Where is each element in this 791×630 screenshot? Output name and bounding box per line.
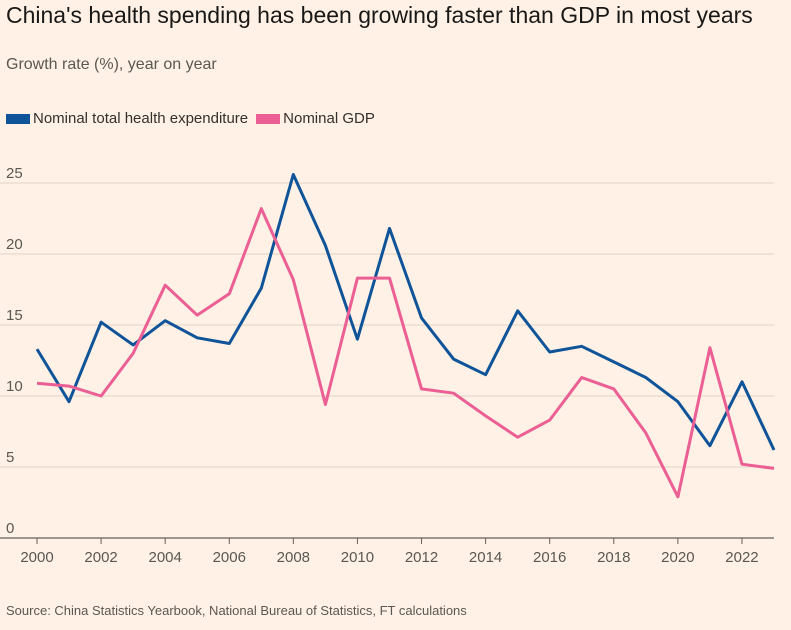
y-tick-label: 5 bbox=[6, 449, 14, 466]
x-tick-label: 2018 bbox=[597, 549, 630, 566]
x-tick-label: 2022 bbox=[725, 549, 758, 566]
y-tick-label: 10 bbox=[6, 378, 23, 395]
y-tick-label: 25 bbox=[6, 165, 23, 182]
source-note: Source: China Statistics Yearbook, Natio… bbox=[6, 603, 467, 618]
legend-label-health: Nominal total health expenditure bbox=[33, 110, 249, 127]
chart-legend: Nominal total health expenditure Nominal… bbox=[6, 110, 383, 127]
x-tick-label: 2006 bbox=[213, 549, 246, 566]
legend-item-health: Nominal total health expenditure bbox=[6, 110, 248, 127]
x-tick-label: 2008 bbox=[277, 549, 310, 566]
legend-swatch-gdp bbox=[256, 113, 281, 124]
y-tick-label: 20 bbox=[6, 236, 23, 253]
line-chart: 0 5 10 15 20 25 2000 2002 2004 2006 2008 2010 2012 20… bbox=[0, 165, 776, 566]
x-tick-label: 2016 bbox=[533, 549, 566, 566]
x-tick-label: 2014 bbox=[469, 549, 502, 566]
legend-swatch-health bbox=[6, 113, 30, 124]
x-tick-label: 2012 bbox=[405, 549, 438, 566]
series-line-gdp bbox=[36, 207, 775, 499]
x-tick-label: 2002 bbox=[84, 549, 117, 566]
x-tick-label: 2004 bbox=[148, 549, 181, 566]
chart-subtitle: Growth rate (%), year on year bbox=[6, 56, 217, 73]
chart-title: China's health spending has been growing… bbox=[6, 2, 753, 28]
legend-item-gdp: Nominal GDP bbox=[256, 110, 375, 127]
legend-label-gdp: Nominal GDP bbox=[283, 110, 375, 127]
x-tick-label: 2020 bbox=[661, 549, 694, 566]
x-tick-label: 2010 bbox=[341, 549, 374, 566]
y-tick-label: 0 bbox=[6, 520, 14, 537]
series-line-health-expenditure bbox=[35, 173, 776, 451]
y-tick-label: 15 bbox=[6, 307, 23, 324]
x-tick-label: 2000 bbox=[20, 549, 53, 566]
